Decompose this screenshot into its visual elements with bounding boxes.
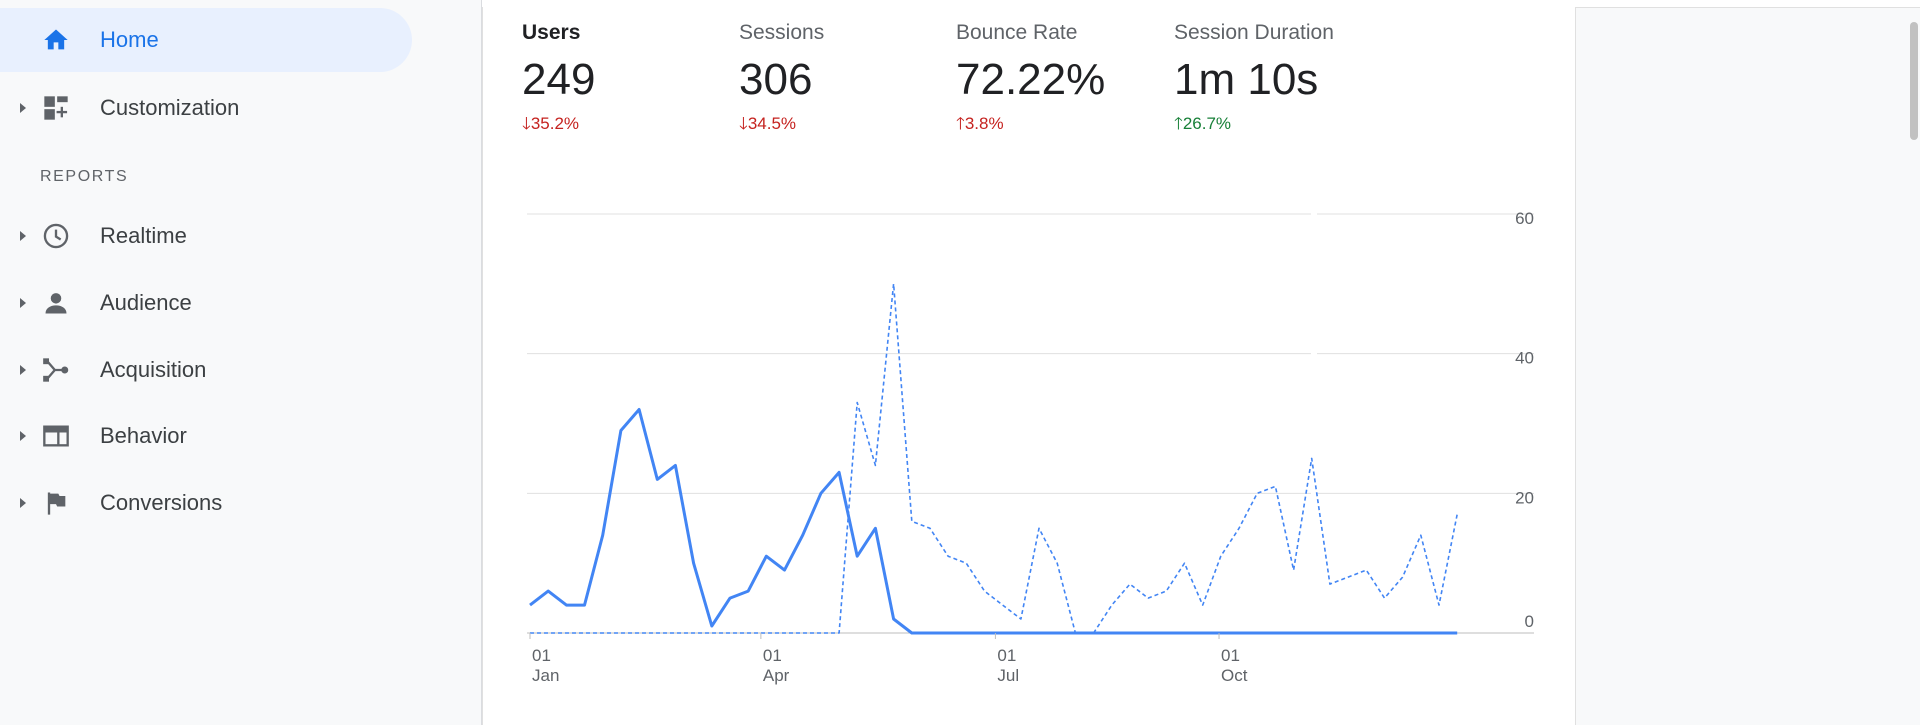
metric-label: Users [522,21,581,44]
x-tick-day: 01 [763,646,782,665]
expand-arrow-icon[interactable] [20,498,26,508]
expand-arrow-icon[interactable] [20,431,26,441]
expand-arrow-icon[interactable] [20,365,26,375]
y-tick-label: 60 [1515,209,1534,228]
metric-change: 🡑3.8% [956,111,1166,140]
dashboard-icon [40,92,72,124]
expand-arrow-icon[interactable] [20,103,26,113]
metric-value: 72.22% [956,55,1106,104]
nav-label-conversions: Conversions [100,490,223,515]
nav-label-behavior: Behavior [100,423,187,448]
nav-item-audience[interactable]: Audience [0,271,412,335]
nav-item-acquisition[interactable]: Acquisition [0,338,412,402]
scrollbar-thumb[interactable] [1910,22,1918,140]
x-tick-day: 01 [532,646,551,665]
chart-series [529,282,1458,635]
metric-change-value: 34.5% [747,114,797,133]
nav-item-customization[interactable]: Customization [0,76,412,140]
nav-label-acquisition: Acquisition [100,357,207,382]
metric-change-value: 35.2% [530,114,580,133]
nav-label-realtime: Realtime [100,223,187,248]
metric-session-duration[interactable]: Session Duration 1m 10s 🡑26.7% [1174,21,1434,140]
nav-item-home[interactable]: Home [0,8,412,72]
metric-label: Session Duration [1174,21,1334,44]
y-tick-label: 20 [1515,488,1534,507]
metric-change-value: 3.8% [964,114,1004,133]
nav-item-realtime[interactable]: Realtime [0,204,412,268]
top-divider [1574,7,1920,8]
expand-arrow-icon[interactable] [20,231,26,241]
metric-change: 🡑26.7% [1174,111,1434,140]
metric-change-value: 26.7% [1182,114,1232,133]
x-tick-month: Jul [997,666,1019,685]
x-tick-month: Apr [763,666,790,685]
x-tick-day: 01 [997,646,1016,665]
page-background [1575,8,1920,725]
metric-value: 306 [739,55,813,104]
y-axis-ticks: 0 20 40 60 [1515,209,1534,631]
reports-heading: REPORTS [40,168,129,185]
arrow-down-icon: 🡓 [522,114,531,133]
y-tick-label: 40 [1515,349,1534,368]
x-tick-month: Jan [532,666,559,685]
metric-bounce-rate[interactable]: Bounce Rate 72.22% 🡑3.8% [956,21,1166,140]
acquisition-icon [40,354,72,386]
expand-arrow-icon[interactable] [20,298,26,308]
arrow-up-icon: 🡑 [956,114,965,133]
behavior-icon [40,420,72,452]
metric-sessions[interactable]: Sessions 306 🡓34.5% [739,21,949,140]
nav-item-conversions[interactable]: Conversions [0,471,412,535]
flag-icon [40,487,72,519]
overview-card: Users 249 🡓35.2% Sessions 306 🡓34.5% Bou… [482,7,1576,725]
sidebar: Home Customization REPORTS Realtime [0,0,482,725]
nav-label-audience: Audience [100,290,192,315]
nav-label-home: Home [100,27,159,52]
series-line-current [529,408,1458,635]
person-icon [40,287,72,319]
metric-value: 249 [522,55,596,104]
arrow-down-icon: 🡓 [739,114,748,133]
nav-label-customization: Customization [100,95,240,120]
home-icon [40,24,72,56]
metric-value: 1m 10s [1174,55,1319,104]
metric-users[interactable]: Users 249 🡓35.2% [522,21,732,140]
y-tick-label: 0 [1525,612,1534,631]
clock-icon [40,220,72,252]
metric-label: Sessions [739,21,825,44]
arrow-up-icon: 🡑 [1174,114,1183,133]
series-line-previous [530,282,1458,634]
metric-change: 🡓35.2% [522,111,732,140]
nav-item-behavior[interactable]: Behavior [0,404,412,468]
x-tick-day: 01 [1221,646,1240,665]
metric-label: Bounce Rate [956,21,1078,44]
metric-change: 🡓34.5% [739,111,949,140]
x-tick-month: Oct [1221,666,1248,685]
